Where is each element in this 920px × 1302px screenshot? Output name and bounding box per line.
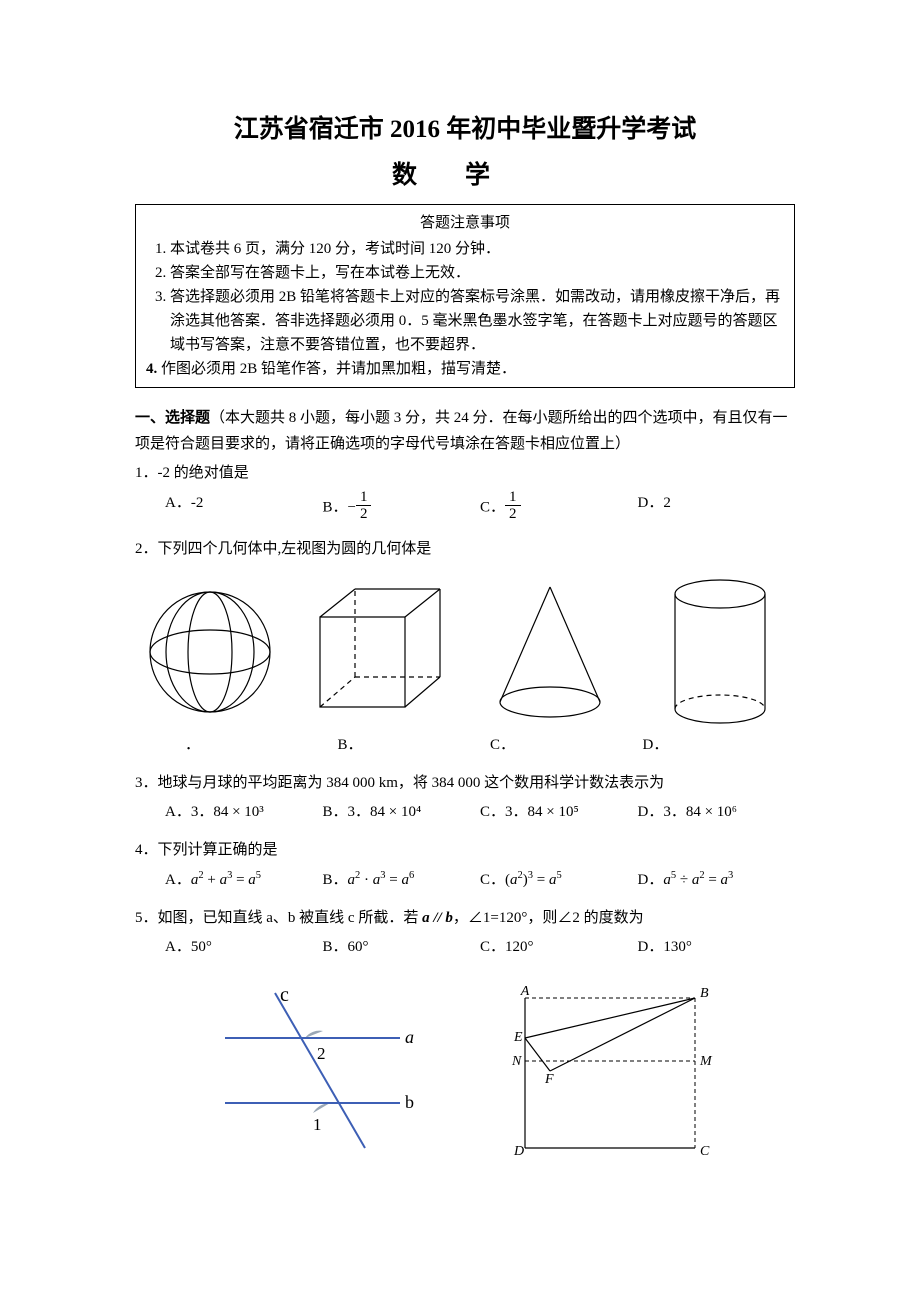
q2-shape-sphere: [135, 574, 285, 729]
instruction-item: 答案全部写在答题卡上，写在本试卷上无效．: [170, 261, 784, 285]
q2-shape-cone: [475, 574, 625, 729]
q3-opt-b: B．3．84 × 10⁴: [323, 800, 481, 826]
q1-opt-c: C．12: [480, 491, 638, 525]
svg-text:2: 2: [317, 1044, 326, 1063]
q3-opt-c: C．3．84 × 10⁵: [480, 800, 638, 826]
q5-opt-a: A．50°: [165, 935, 323, 961]
svg-text:D: D: [513, 1144, 524, 1158]
instruction-item: 本试卷共 6 页，满分 120 分，考试时间 120 分钟．: [170, 237, 784, 261]
q2-label-a: ．: [185, 733, 338, 759]
question-5: 5．如图，已知直线 a、b 被直线 c 所截．若 a // b，∠1=120°，…: [135, 906, 795, 961]
q1-opt-d: D．2: [638, 491, 796, 525]
svg-text:E: E: [513, 1030, 523, 1045]
instruction-item: 4. 作图必须用 2B 铅笔作答，并请加黑加粗，描写清楚．: [146, 357, 784, 381]
svg-text:B: B: [700, 986, 709, 1001]
question-1: 1．-2 的绝对值是 A．-2 B．−12 C．12 D．2: [135, 461, 795, 525]
q5-opt-b: B．60°: [323, 935, 481, 961]
figures-row: c a b 2 1 A B E N F M D C: [135, 973, 795, 1158]
instructions-box: 答题注意事项 本试卷共 6 页，满分 120 分，考试时间 120 分钟． 答案…: [135, 204, 795, 388]
section-header: 一、选择题（本大题共 8 小题，每小题 3 分，共 24 分．在每小题所给出的四…: [135, 406, 795, 457]
q4-opt-c: C．(a2)3 = a5: [480, 867, 638, 894]
q4-opt-b: B．a2 · a3 = a6: [323, 867, 481, 894]
svg-text:a: a: [405, 1027, 414, 1047]
question-3: 3．地球与月球的平均距离为 384 000 km，将 384 000 这个数用科…: [135, 771, 795, 826]
svg-text:b: b: [405, 1092, 414, 1112]
question-2: 2．下列四个几何体中,左视图为圆的几何体是: [135, 537, 795, 759]
q5-opt-c: C．120°: [480, 935, 638, 961]
section-header-rest: （本大题共 8 小题，每小题 3 分，共 24 分．在每小题所给出的四个选项中，…: [135, 410, 788, 452]
svg-text:N: N: [511, 1054, 522, 1069]
page-title-main: 江苏省宿迁市 2016 年初中毕业暨升学考试: [135, 110, 795, 150]
q4-stem: 4．下列计算正确的是: [135, 838, 795, 864]
q3-opt-d: D．3．84 × 10⁶: [638, 800, 796, 826]
q1-opt-a: A．-2: [165, 491, 323, 525]
page-title-sub: 数学: [135, 156, 795, 196]
svg-text:c: c: [280, 984, 289, 1006]
instructions-heading: 答题注意事项: [146, 211, 784, 235]
q5-opt-d: D．130°: [638, 935, 796, 961]
svg-text:A: A: [520, 984, 530, 999]
q2-shape-cylinder: [645, 574, 795, 729]
q4-opt-d: D．a5 ÷ a2 = a3: [638, 867, 796, 894]
figure-q5-lines: c a b 2 1: [205, 983, 435, 1158]
q1-opt-b: B．−12: [323, 491, 481, 525]
q2-label-b: B．: [338, 733, 491, 759]
q2-label-c: C．: [490, 733, 643, 759]
q1-stem: 1．-2 的绝对值是: [135, 461, 795, 487]
section-header-bold: 一、选择题: [135, 410, 210, 426]
question-4: 4．下列计算正确的是 A．a2 + a3 = a5 B．a2 · a3 = a6…: [135, 838, 795, 894]
svg-text:C: C: [700, 1144, 710, 1158]
q2-label-d: D．: [643, 733, 796, 759]
svg-text:1: 1: [313, 1115, 322, 1134]
svg-text:M: M: [699, 1054, 713, 1069]
q2-stem: 2．下列四个几何体中,左视图为圆的几何体是: [135, 537, 795, 563]
q3-stem: 3．地球与月球的平均距离为 384 000 km，将 384 000 这个数用科…: [135, 771, 795, 797]
figure-square: A B E N F M D C: [495, 983, 725, 1158]
svg-text:F: F: [544, 1072, 554, 1087]
q5-stem: 5．如图，已知直线 a、b 被直线 c 所截．若 a // b，∠1=120°，…: [135, 906, 795, 932]
q3-opt-a: A．3．84 × 10³: [165, 800, 323, 826]
q2-shape-cube: [305, 574, 455, 729]
instruction-item: 答选择题必须用 2B 铅笔将答题卡上对应的答案标号涂黑．如需改动，请用橡皮擦干净…: [170, 285, 784, 357]
q4-opt-a: A．a2 + a3 = a5: [165, 867, 323, 894]
